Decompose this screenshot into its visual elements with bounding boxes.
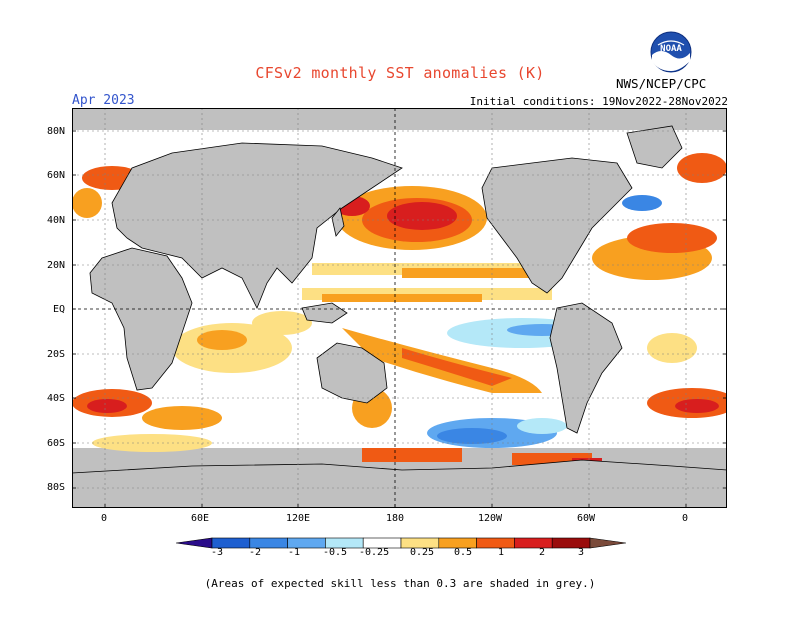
- lon-label: 60W: [577, 513, 596, 524]
- colorbar-tick: 2: [539, 547, 546, 558]
- lon-label: 0: [682, 513, 689, 524]
- lat-label: 80S: [47, 482, 66, 493]
- lat-label: 60N: [47, 170, 66, 181]
- lon-label: 0: [101, 513, 108, 524]
- agency-label: NWS/NCEP/CPC: [616, 76, 707, 91]
- lat-label: 20N: [47, 260, 66, 271]
- colorbar-tick: -1: [288, 547, 301, 558]
- lat-label: EQ: [53, 304, 66, 315]
- lon-label: 120W: [478, 513, 503, 524]
- map-title: CFSv2 monthly SST anomalies (K): [255, 64, 545, 82]
- forecast-period: Apr 2023: [72, 93, 135, 108]
- map-frame: [72, 108, 727, 508]
- land: [72, 125, 727, 508]
- sst-anomaly-map: [72, 108, 727, 508]
- colorbar-tick: -2: [249, 547, 262, 558]
- lat-label: 40N: [47, 215, 66, 226]
- colorbar-tick: 3: [578, 547, 585, 558]
- colorbar-cell: [514, 537, 553, 549]
- logo-text: NOAA: [660, 44, 682, 54]
- lon-label: 60E: [191, 513, 210, 524]
- graticule: [72, 108, 727, 508]
- colorbar-max-triangle: [589, 537, 626, 549]
- colorbar-min-triangle: [176, 537, 213, 549]
- lat-label: 40S: [47, 393, 66, 404]
- colorbar-tick: 1: [498, 547, 505, 558]
- lat-label: 80N: [47, 126, 66, 137]
- equator-dateline: [72, 108, 727, 508]
- low-skill-region: [72, 108, 727, 130]
- lon-label: 180: [386, 513, 405, 524]
- colorbar-cell: [476, 537, 515, 549]
- axis-ticks: [72, 130, 727, 508]
- noaa-logo: NOAA: [650, 31, 692, 73]
- colorbar-tick: -3: [211, 547, 224, 558]
- colorbar: [176, 537, 626, 549]
- colorbar-tick: -0.25: [359, 547, 390, 558]
- colorbar-cell: [551, 537, 591, 549]
- lat-label: 60S: [47, 438, 66, 449]
- lat-label: 20S: [47, 349, 66, 360]
- colorbar-tick: -0.5: [323, 547, 348, 558]
- colorbar-tick: 0.5: [454, 547, 473, 558]
- skill-footnote: (Areas of expected skill less than 0.3 a…: [204, 577, 596, 590]
- colorbar-tick: 0.25: [410, 547, 435, 558]
- lon-label: 120E: [286, 513, 311, 524]
- initial-conditions: Initial conditions: 19Nov2022-28Nov2022: [469, 95, 728, 108]
